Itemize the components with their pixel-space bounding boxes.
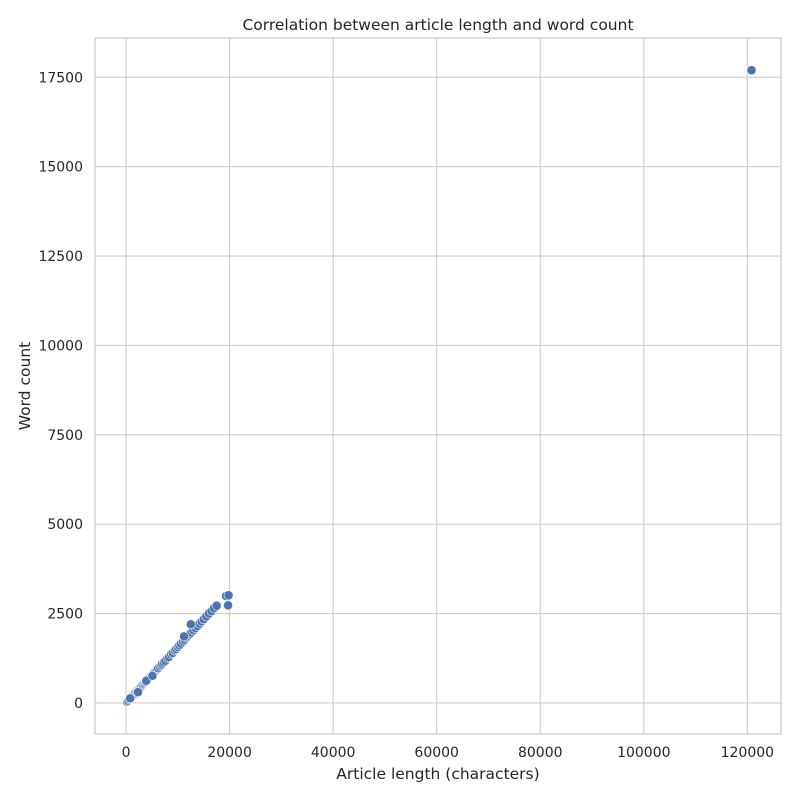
- x-axis-label: Article length (characters): [336, 765, 539, 783]
- y-tick-label: 12500: [38, 249, 83, 265]
- data-point: [223, 590, 234, 601]
- data-point: [179, 631, 189, 642]
- data-point: [133, 687, 143, 698]
- x-tick-label: 80000: [518, 745, 563, 761]
- x-axis-ticks: 0 20000 40000 60000 80000 100000 120000: [122, 745, 774, 761]
- x-tick-label: 60000: [414, 745, 459, 761]
- y-tick-label: 10000: [38, 338, 83, 354]
- grid-lines: [95, 38, 781, 734]
- y-tick-label: 15000: [38, 160, 83, 176]
- y-axis-ticks: 0 2500 5000 7500 10000 12500 15000 17500: [38, 70, 83, 712]
- x-tick-label: 120000: [721, 745, 774, 761]
- data-point: [223, 600, 233, 611]
- y-tick-label: 17500: [38, 70, 83, 86]
- x-tick-label: 100000: [617, 745, 670, 761]
- x-tick-label: 0: [122, 745, 131, 761]
- y-tick-label: 0: [74, 696, 83, 712]
- data-point: [147, 670, 158, 681]
- x-tick-label: 20000: [207, 745, 252, 761]
- x-tick-label: 40000: [311, 745, 356, 761]
- y-tick-label: 5000: [47, 517, 83, 533]
- data-point: [185, 619, 196, 630]
- y-tick-label: 2500: [47, 607, 83, 623]
- data-points: [122, 65, 757, 707]
- plot-frame: [94, 37, 782, 735]
- y-axis-label: Word count: [16, 342, 34, 431]
- data-point: [746, 65, 757, 76]
- chart-title: Correlation between article length and w…: [242, 16, 633, 34]
- data-point: [211, 600, 222, 611]
- y-tick-label: 7500: [47, 428, 83, 444]
- data-point: [125, 693, 136, 704]
